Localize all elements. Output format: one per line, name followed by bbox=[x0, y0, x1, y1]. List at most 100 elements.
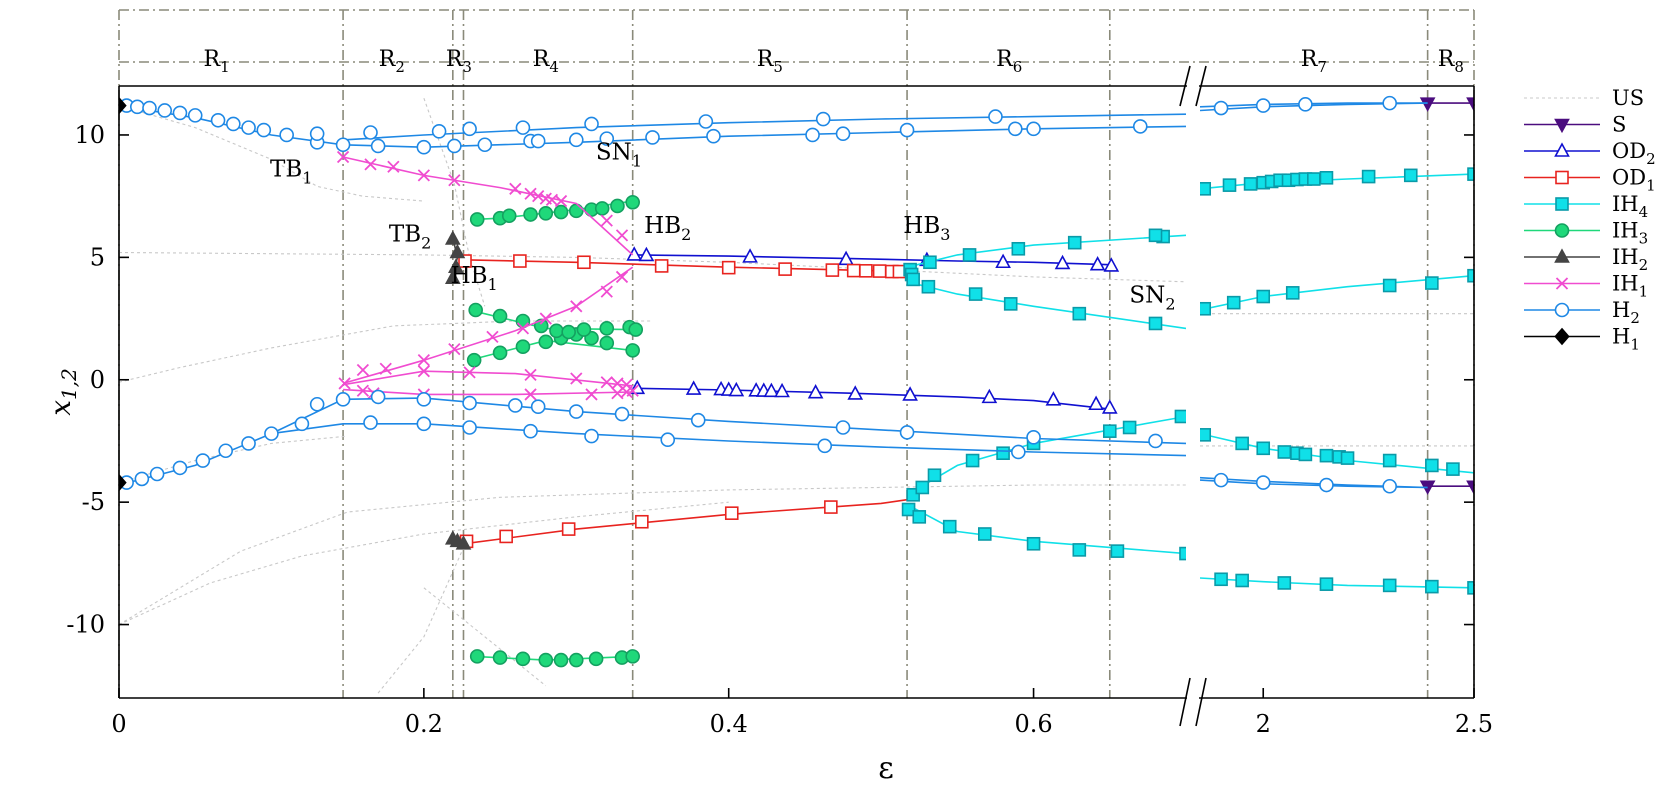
series-ih4-point bbox=[1243, 177, 1258, 191]
series-h2-point bbox=[335, 137, 351, 153]
series-ih1-point bbox=[417, 354, 430, 367]
series-h2-point bbox=[172, 105, 188, 121]
series-ih4-point bbox=[942, 519, 957, 534]
series-ih1-point bbox=[570, 300, 583, 313]
series-ih4-point bbox=[1148, 316, 1163, 331]
series-h2-point bbox=[523, 423, 538, 439]
series-h2-point bbox=[515, 120, 531, 135]
legend-label-ih2: IH2 bbox=[1612, 245, 1648, 274]
legend-label-us: US bbox=[1612, 86, 1644, 110]
series-us-curve bbox=[423, 587, 547, 687]
series-h2-point bbox=[660, 432, 676, 448]
series-ih4-point bbox=[1174, 409, 1186, 424]
series-ih3-point bbox=[625, 194, 640, 210]
legend-label-main: OD bbox=[1612, 166, 1646, 190]
series-h2-point bbox=[172, 460, 188, 476]
series-h2-point bbox=[815, 111, 831, 127]
series-ih4-point bbox=[1382, 578, 1397, 593]
legend-marker-h1 bbox=[1554, 327, 1570, 346]
series-od1-point bbox=[635, 514, 649, 529]
series-ih2-point bbox=[444, 269, 461, 284]
legend-label-main: IH bbox=[1612, 245, 1639, 269]
series-h2-point bbox=[149, 466, 165, 482]
x-tick-label: 0.2 bbox=[405, 710, 443, 738]
series-h2-point bbox=[568, 404, 584, 419]
plot-area-right bbox=[1200, 95, 1474, 595]
series-od2-point bbox=[902, 386, 918, 401]
series-h2-point bbox=[645, 130, 660, 145]
series-ih3-point bbox=[549, 323, 564, 339]
series-od1-point bbox=[513, 254, 527, 268]
annotation-tb2: TB2 bbox=[389, 221, 431, 252]
axis-break-mark bbox=[1195, 65, 1207, 107]
series-ih4-point bbox=[1148, 228, 1163, 243]
series-ih4-point bbox=[1256, 289, 1271, 304]
series-h2-point bbox=[129, 99, 145, 115]
series-od2-curve bbox=[632, 254, 1110, 266]
series-ih4-point bbox=[1425, 579, 1439, 594]
series-ih3-point bbox=[538, 652, 554, 668]
series-ih4-point bbox=[1072, 543, 1087, 557]
series-ih1-point bbox=[626, 384, 639, 397]
series-us-curve bbox=[423, 98, 486, 307]
series-h2-point bbox=[142, 100, 157, 116]
legend-marker-s bbox=[1554, 118, 1570, 134]
series-od2-point bbox=[774, 382, 790, 398]
series-od1-point bbox=[721, 260, 736, 275]
series-h2-point bbox=[210, 112, 226, 128]
annotation-main: TB bbox=[389, 221, 421, 247]
series-h2-point bbox=[835, 126, 851, 142]
series-h2-point bbox=[1148, 433, 1163, 449]
series-ih3-point bbox=[523, 207, 538, 222]
region-label-1: R1 bbox=[203, 47, 229, 76]
annotation-main: TB bbox=[270, 157, 302, 183]
series-od2-point bbox=[1103, 257, 1120, 272]
region-label-sub: 4 bbox=[549, 58, 559, 76]
region-label-main: R bbox=[446, 47, 464, 72]
series-ih4-point bbox=[1226, 295, 1241, 310]
legend-label-ih3: IH3 bbox=[1612, 219, 1648, 248]
annotation-main: HB bbox=[451, 263, 488, 289]
series-ih3-point bbox=[492, 308, 508, 324]
series-ih1-point bbox=[364, 158, 377, 171]
series-ih1-point bbox=[387, 160, 400, 173]
legend-label-main: S bbox=[1612, 113, 1626, 137]
series-od1-point bbox=[859, 264, 873, 278]
series-h2-point bbox=[1132, 119, 1148, 134]
series-ih4-point bbox=[1277, 576, 1292, 590]
series-ih1-point bbox=[336, 150, 350, 164]
series-ih3-point bbox=[466, 352, 482, 368]
series-h2-point bbox=[256, 122, 272, 138]
series-ih4-point bbox=[1222, 178, 1237, 192]
series-od2-point bbox=[763, 382, 780, 398]
region-label-main: R bbox=[1301, 47, 1319, 72]
series-h2-point bbox=[899, 122, 915, 138]
series-h2-point bbox=[706, 128, 721, 144]
region-label-3: R3 bbox=[446, 47, 472, 76]
series-ih1-point bbox=[509, 182, 522, 195]
series-ih4-curve bbox=[1200, 577, 1474, 589]
series-ih4-point bbox=[1235, 436, 1249, 451]
annotation-main: HB bbox=[644, 213, 681, 239]
series-h2-point bbox=[416, 139, 432, 155]
legend-label-sub: 4 bbox=[1639, 203, 1649, 221]
series-ih1-point bbox=[448, 174, 461, 187]
region-label-sub: 2 bbox=[395, 58, 405, 76]
series-h2-point bbox=[462, 420, 477, 435]
legend-label-od1: OD1 bbox=[1612, 166, 1656, 195]
x-tick-label: 0.6 bbox=[1014, 710, 1052, 738]
series-h2-point bbox=[416, 392, 432, 407]
series-ih4-point bbox=[1285, 286, 1300, 300]
series-ih4-point bbox=[1307, 172, 1321, 186]
series-od2-point bbox=[995, 253, 1011, 269]
series-ih3-point bbox=[599, 335, 615, 351]
series-od2-point bbox=[626, 246, 643, 261]
legend-label-main: IH bbox=[1612, 192, 1639, 216]
series-ih4-point bbox=[1319, 171, 1334, 185]
legend-marker-od2 bbox=[1554, 142, 1570, 157]
series-h2-point bbox=[462, 121, 477, 137]
series-od2-point bbox=[1101, 399, 1118, 414]
series-ih4-point bbox=[1425, 458, 1439, 473]
series-s-point bbox=[1466, 97, 1474, 112]
y-tick-label: 0 bbox=[90, 366, 105, 394]
